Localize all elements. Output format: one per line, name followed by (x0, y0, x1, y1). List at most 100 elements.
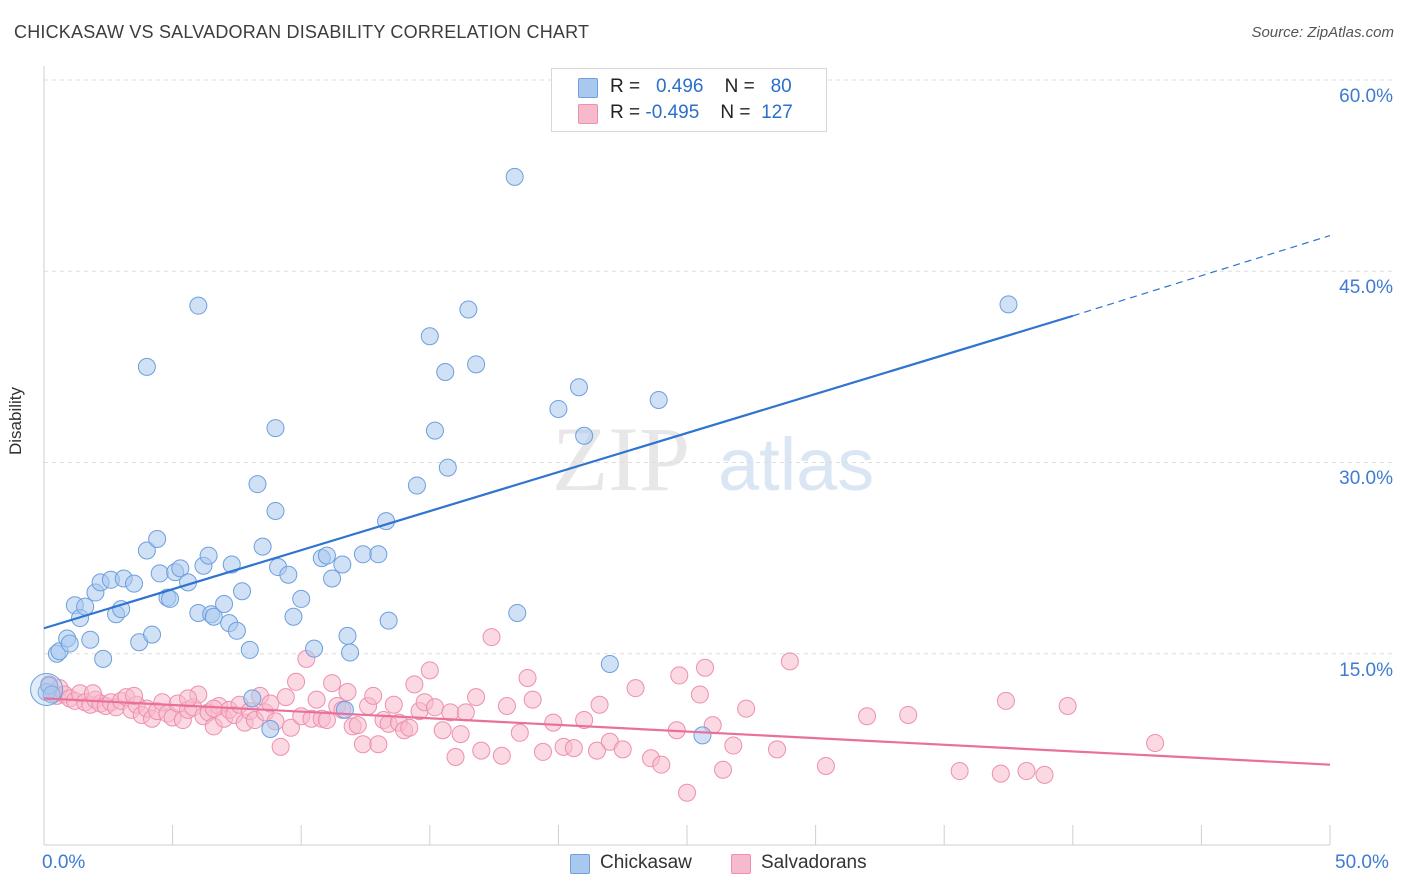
salvadoran-point (626, 679, 645, 698)
salvadoran-point (696, 658, 715, 677)
chickasaw-point (999, 295, 1018, 314)
salvadoran-point (1146, 734, 1165, 752)
salvadoran-point (338, 683, 357, 701)
salvadoran-point (678, 783, 696, 802)
salvadoran-point (446, 748, 465, 767)
salvadoran-point (590, 695, 609, 714)
salvadoran-point (670, 666, 689, 685)
chickasaw-point (161, 589, 180, 608)
chickasaw-point (338, 626, 357, 645)
chickasaw-point (137, 541, 156, 560)
y-tick-label: 15.0% (1339, 660, 1393, 681)
chickasaw-point (569, 378, 588, 397)
salvadoran-point (261, 694, 280, 713)
chickasaw-point (171, 559, 190, 578)
chickasaw-point (76, 597, 95, 616)
salvadoran-point (179, 689, 198, 708)
chickasaw-point (222, 555, 241, 574)
salvadoran-point (204, 699, 223, 718)
source-label: Source: ZipAtlas.com (1251, 24, 1394, 41)
chickasaw-point (30, 672, 64, 706)
salvadoran-point (323, 674, 342, 693)
salvadoran-point (281, 718, 300, 737)
x-tick-label: 0.0% (42, 852, 86, 873)
salvadoran-point (564, 739, 583, 758)
salvadoran-legend-label: Salvadorans (761, 852, 867, 873)
chickasaw-points (30, 167, 1018, 745)
chickasaw-point (279, 565, 298, 584)
salvadoran-point (307, 690, 326, 709)
salvadoran-point (899, 705, 918, 724)
salvadoran-point (425, 698, 444, 717)
y-axis-label: Disability (6, 386, 25, 455)
chickasaw-point (266, 501, 285, 520)
chickasaw-point (600, 654, 619, 673)
salvadoran-trend-line (43, 697, 1331, 766)
salvadoran-point (523, 690, 542, 709)
chickasaw-point (112, 600, 131, 619)
chickasaw-point (305, 639, 324, 658)
salvadoran-point (125, 686, 144, 705)
salvadoran-point (780, 652, 799, 671)
chickasaw-trend-line (43, 314, 1074, 630)
chickasaw-point (94, 649, 113, 668)
salvadoran-point (652, 755, 671, 774)
salvadoran-point (518, 668, 537, 687)
chickasaw-point (125, 574, 144, 593)
salvadoran-point (950, 762, 969, 781)
chickasaw-point (467, 355, 486, 374)
salvadoran-point (369, 735, 388, 754)
salvadoran-point (384, 695, 403, 714)
salvadoran-point (83, 684, 102, 703)
chickasaw-point (243, 689, 262, 708)
salvadoran-point (690, 685, 709, 704)
chickasaw-trend-extension (1072, 234, 1331, 317)
salvadoran-point (544, 713, 563, 732)
legend: R = 0.496 N = 80 R = -0.495 N = 127 (551, 68, 827, 132)
chickasaw-point (341, 643, 360, 662)
salvadoran-point (724, 736, 743, 755)
chickasaw-point (199, 546, 218, 565)
watermark-atlas: atlas (718, 423, 874, 506)
chickasaw-point (292, 589, 311, 608)
watermark-zip: ZIP (552, 408, 690, 510)
chickasaw-point (189, 296, 208, 315)
chickasaw-point (266, 419, 285, 438)
salvadoran-point (613, 740, 632, 759)
trend-lines (43, 234, 1331, 766)
chickasaw-point (508, 603, 527, 622)
salvadoran-point (497, 697, 516, 716)
x-tick-label: 50.0% (1335, 852, 1389, 873)
chickasaw-point (137, 357, 156, 376)
chickasaw-point (353, 545, 372, 564)
salvadoran-point (287, 672, 306, 691)
chickasaw-point (227, 621, 246, 640)
salvadoran-legend-swatch (731, 854, 751, 874)
salvadoran-point (768, 740, 787, 759)
chickasaw-point (148, 530, 167, 548)
chickasaw-point (436, 362, 455, 381)
chickasaw-point (317, 546, 336, 565)
salvadoran-point (317, 711, 336, 730)
salvadoran-point (575, 711, 594, 730)
salvadoran-points (40, 628, 1165, 802)
salvadoran-point (1017, 762, 1036, 781)
salvadoran-point (276, 688, 295, 707)
salvadoran-point (405, 675, 424, 694)
chickasaw-point (60, 634, 79, 653)
salvadoran-point (456, 703, 475, 722)
chickasaw-point (420, 327, 439, 346)
chickasaw-point (693, 726, 712, 745)
chickasaw-point (284, 607, 303, 626)
chickasaw-point (438, 458, 457, 477)
chickasaw-point (649, 391, 668, 410)
chickasaw-point (215, 595, 234, 614)
chickasaw-legend-swatch (570, 854, 590, 874)
salvadoran-point (858, 707, 877, 726)
salvadoran-point (451, 725, 470, 744)
salvadoran-point (348, 716, 367, 735)
chickasaw-point (323, 569, 342, 588)
salvadoran-point (510, 723, 529, 742)
chickasaw-point (233, 582, 252, 601)
salvadoran-point (991, 764, 1010, 783)
